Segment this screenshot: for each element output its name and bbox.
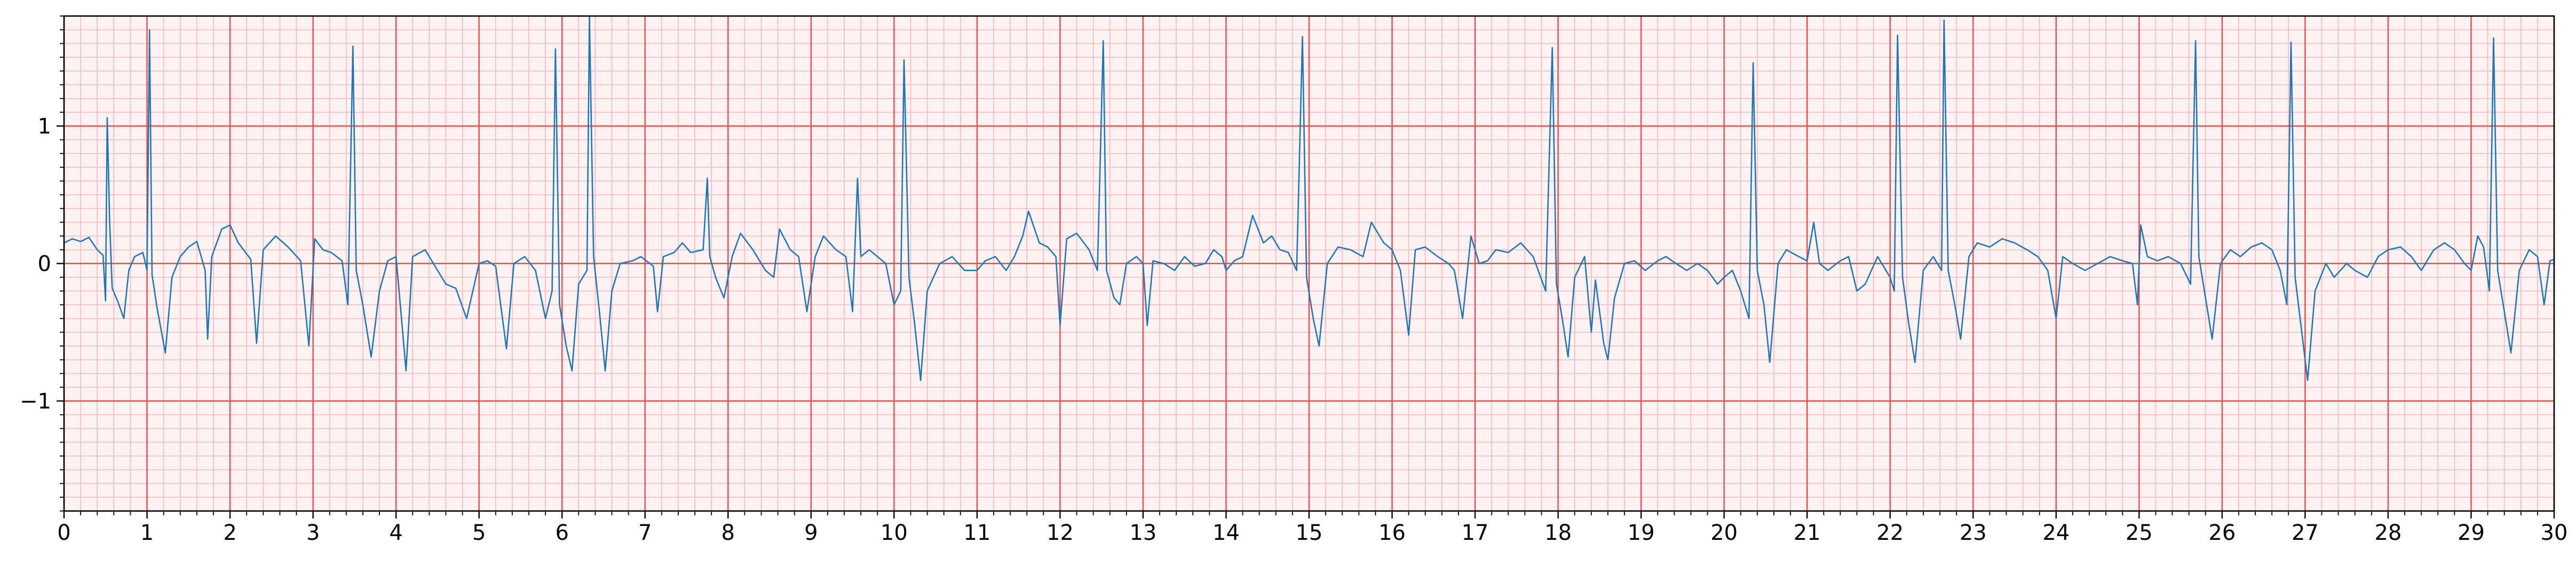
x-tick-label: 13: [1129, 521, 1156, 545]
x-tick-label: 16: [1378, 521, 1406, 545]
x-tick-label: 25: [2126, 521, 2153, 545]
x-tick-label: 19: [1628, 521, 1655, 545]
ecg-signal-line: [64, 15, 2555, 381]
x-tick-label: 27: [2292, 521, 2319, 545]
x-tick-label: 15: [1296, 521, 1323, 545]
x-tick-label: 14: [1212, 521, 1240, 545]
x-tick-label: 9: [804, 521, 818, 545]
x-tick-label: 17: [1462, 521, 1489, 545]
x-tick-label: 10: [881, 521, 908, 545]
x-tick-label: 28: [2374, 521, 2401, 545]
y-tick-label: 1: [38, 114, 51, 139]
x-tick-label: 29: [2458, 521, 2485, 545]
x-tick-label: 1: [140, 521, 154, 545]
y-tick-label: −1: [20, 389, 51, 414]
x-tick-label: 3: [306, 521, 320, 545]
x-tick-label: 20: [1710, 521, 1738, 545]
x-tick-label: 22: [1876, 521, 1904, 545]
x-tick-label: 30: [2541, 521, 2568, 545]
x-tick-label: 5: [472, 521, 486, 545]
x-tick-label: 0: [57, 521, 70, 545]
x-tick-label: 26: [2208, 521, 2236, 545]
x-tick-label: 6: [555, 521, 568, 545]
x-tick-label: 7: [638, 521, 652, 545]
x-tick-label: 21: [1794, 521, 1821, 545]
x-tick-label: 4: [389, 521, 402, 545]
x-tick-label: 23: [1960, 521, 1987, 545]
y-tick-label: 0: [38, 252, 51, 277]
x-tick-label: 2: [223, 521, 236, 545]
x-tick-label: 8: [722, 521, 735, 545]
x-tick-label: 12: [1047, 521, 1074, 545]
x-tick-label: 24: [2042, 521, 2070, 545]
x-tick-label: 18: [1544, 521, 1572, 545]
x-tick-label: 11: [963, 521, 990, 545]
